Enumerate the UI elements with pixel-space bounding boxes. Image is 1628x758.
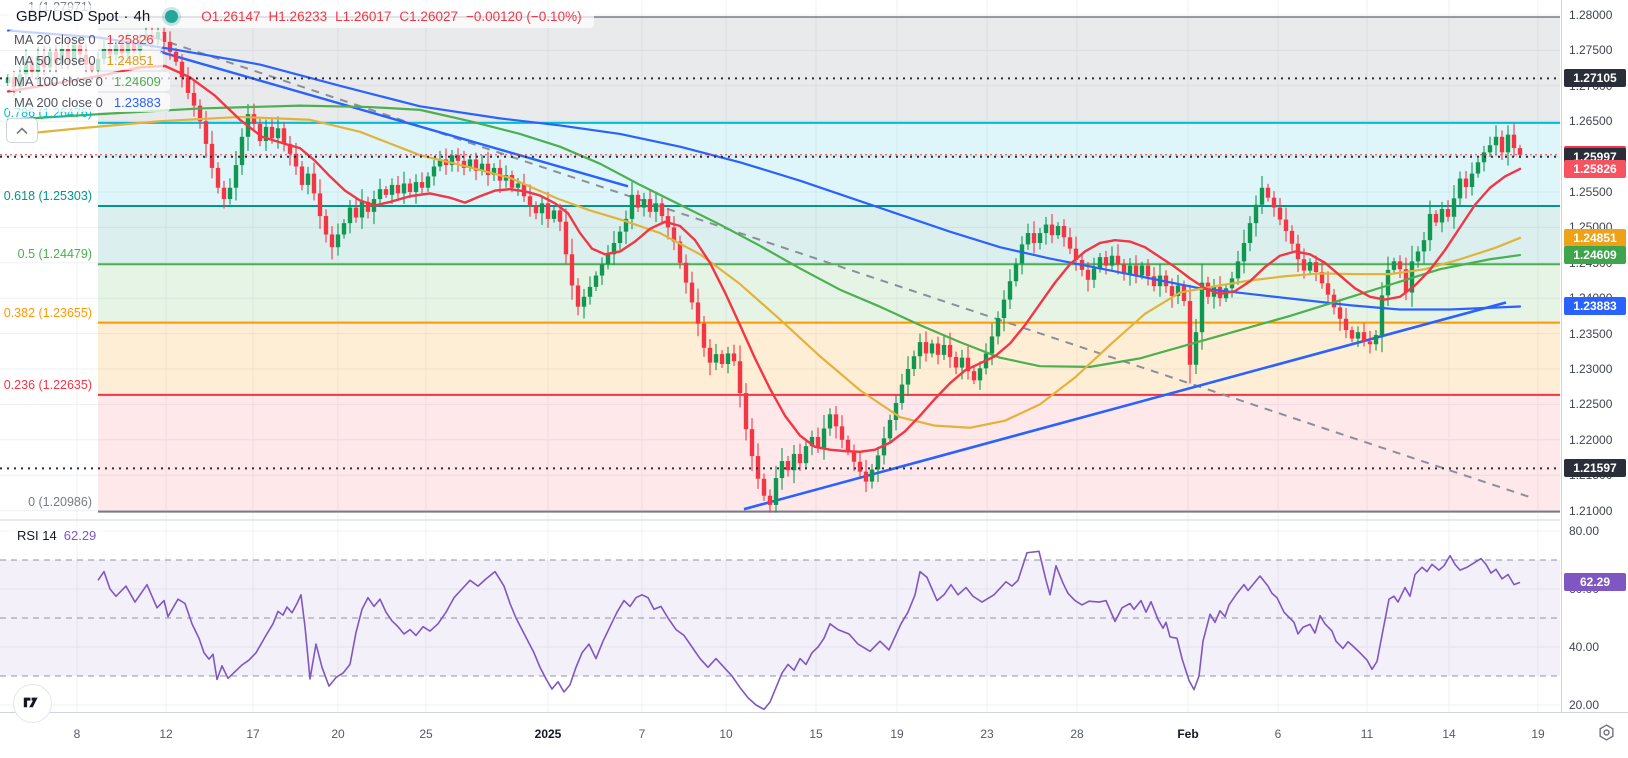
price-badge-1.25826: 1.25826 (1564, 159, 1626, 178)
timeframe-label[interactable]: 4h (133, 8, 151, 25)
legend-collapse-button[interactable] (6, 118, 38, 143)
price-tick: 1.28000 (1569, 8, 1613, 22)
downtrend-minor-blue (159, 50, 629, 188)
time-tick-2025: 2025 (534, 727, 562, 741)
ma50-legend-row[interactable]: MA 50 close 0 1.24851 (8, 51, 163, 70)
chart-legend: GBP/USD Spot · 4h O1.26147 H1.26233 L1.260… (8, 5, 594, 114)
rsi-line (97, 550, 1521, 711)
price-badge-1.21597: 1.21597 (1564, 459, 1626, 478)
ohlc-change: −0.00120 (−0.10%) (465, 9, 582, 24)
price-tick: 1.23500 (1569, 326, 1613, 341)
ma20-label: MA 20 close 0 (14, 32, 96, 47)
time-tick-6: 6 (1274, 727, 1282, 741)
price-scale[interactable]: 1.280001.275001.270001.265001.260001.255… (1561, 0, 1628, 712)
ma50-label: MA 50 close 0 (14, 53, 96, 68)
ohlc-open: O1.26147 (201, 9, 261, 24)
time-tick-12: 12 (159, 727, 173, 741)
time-tick-25: 25 (419, 727, 433, 741)
price-tick: 1.22000 (1569, 432, 1613, 447)
fib-label-0.5: 0.5 (1.24479) (17, 247, 92, 262)
market-status-icon (165, 10, 179, 23)
time-tick-19: 19 (890, 727, 904, 741)
time-tick-15: 15 (809, 727, 823, 741)
price-badge-1.24609: 1.24609 (1564, 246, 1626, 265)
time-tick-11: 11 (1360, 727, 1374, 741)
symbol-legend-row[interactable]: GBP/USD Spot · 4h O1.26147 H1.26233 L1.260… (8, 5, 594, 28)
ma20-legend-row[interactable]: MA 20 close 0 1.25826 (8, 30, 163, 49)
tradingview-logo[interactable] (13, 684, 52, 723)
price-badge-1.24851: 1.24851 (1564, 228, 1626, 247)
price-badge-1.23883: 1.23883 (1564, 297, 1626, 316)
price-tick: 1.26500 (1569, 114, 1613, 129)
price-tick: 1.27500 (1569, 43, 1613, 58)
ma200-legend-row[interactable]: MA 200 close 0 1.23883 (8, 93, 170, 112)
time-scale[interactable]: 8 12 17 20 25 2025 7 10 15 19 23 28 Feb 6 11 14 19 (0, 712, 1628, 758)
price-tick: 1.25500 (1569, 185, 1613, 199)
time-tick-Feb: Feb (1177, 727, 1199, 741)
time-tick-23: 23 (980, 727, 994, 741)
fib-bands (98, 17, 1560, 512)
rsi-tick: 80.00 (1569, 524, 1600, 538)
ma-line-ma20 (6, 64, 1522, 454)
symbol-title: GBP/USD Spot (16, 8, 119, 25)
symbol-separator: · (123, 8, 129, 25)
ma100-legend-row[interactable]: MA 100 close 0 1.24609 (8, 72, 170, 91)
price-tick: 1.23000 (1569, 362, 1613, 376)
ohlc-high: H1.26233 (268, 9, 328, 24)
ma100-value: 1.24609 (113, 74, 161, 89)
ma50-value: 1.24851 (106, 53, 154, 68)
ma100-label: MA 100 close 0 (14, 74, 103, 89)
fib-label-0: 0 (1.20986) (28, 494, 92, 509)
time-tick-28: 28 (1070, 727, 1084, 741)
time-tick-20: 20 (331, 727, 345, 741)
time-tick-17: 17 (246, 727, 260, 741)
rsi-tick: 40.00 (1569, 640, 1600, 654)
rsi-title: RSI 14 (17, 528, 57, 543)
ohlc-close: C1.26027 (399, 9, 458, 24)
downtrend-dashed (154, 36, 1531, 499)
fib-lines (98, 16, 1560, 513)
ma200-value: 1.23883 (113, 95, 161, 110)
gear-icon[interactable] (1597, 723, 1616, 747)
fib-label-0.236: 0.236 (1.22635) (3, 377, 92, 392)
price-badge-1.27105: 1.27105 (1564, 69, 1626, 88)
price-tick: 1.21000 (1569, 503, 1613, 518)
ohlc-values: O1.26147 H1.26233 L1.26017 C1.26027 −0.00120… (193, 9, 581, 24)
rsi-legend-row[interactable]: RSI 14 62.29 (8, 526, 106, 545)
ma-line-ma200 (6, 29, 1522, 311)
chart-canvas[interactable]: 1 (1.27971)0.786 (1.26476)0.618 (1.25303… (0, 0, 1561, 712)
rsi-value: 62.29 (63, 528, 97, 543)
price-badge-62.29: 62.29 (1564, 573, 1626, 592)
time-tick-7: 7 (638, 727, 646, 741)
ma20-value: 1.25826 (106, 32, 154, 47)
chart-svg (0, 0, 1560, 712)
ohlc-low: L1.26017 (335, 9, 392, 24)
chevron-up-icon (16, 126, 28, 134)
tradingview-logo-icon (23, 697, 38, 708)
time-tick-10: 10 (719, 727, 733, 741)
time-tick-19: 19 (1531, 727, 1545, 741)
ma-line-ma100 (6, 104, 1522, 368)
fib-label-0.382: 0.382 (1.23655) (3, 305, 92, 320)
rsi-tick: 20.00 (1569, 698, 1600, 712)
time-tick-8: 8 (73, 727, 81, 741)
price-tick: 1.22500 (1569, 397, 1613, 412)
fib-label-0.618: 0.618 (1.25303) (3, 188, 92, 203)
time-tick-14: 14 (1442, 727, 1456, 741)
ma200-label: MA 200 close 0 (14, 95, 103, 110)
